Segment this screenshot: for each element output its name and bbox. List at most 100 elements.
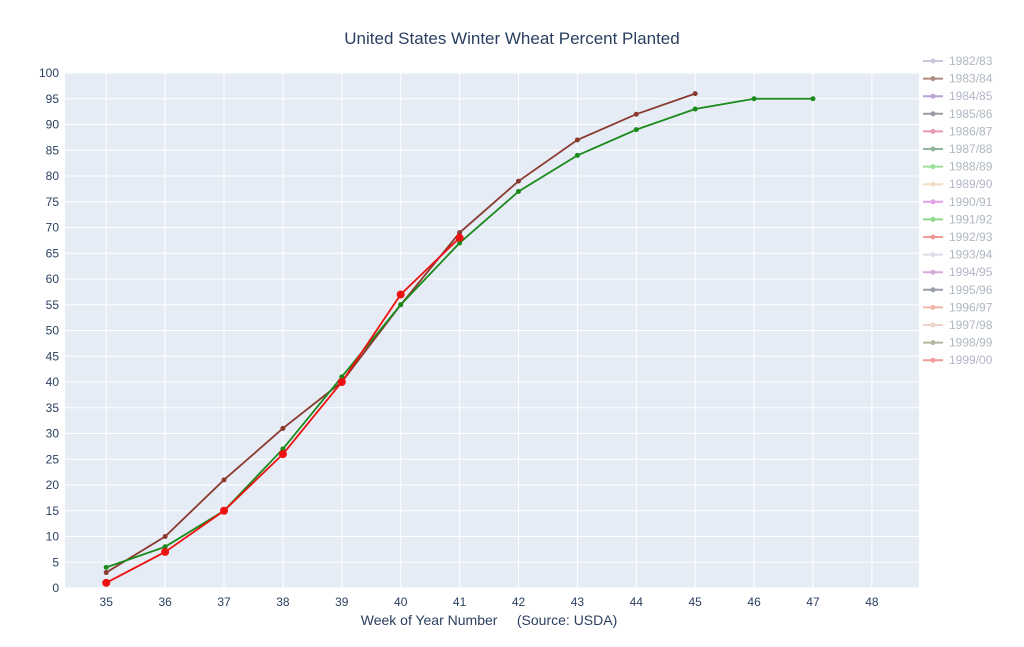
legend-item[interactable]: 1989/90 — [923, 177, 993, 191]
legend-label: 1999/00 — [949, 353, 993, 367]
legend-marker-icon — [930, 269, 936, 275]
legend-marker-icon — [930, 304, 936, 310]
x-tick-label: 47 — [806, 595, 820, 609]
legend-marker-icon — [930, 58, 936, 64]
data-point[interactable] — [396, 290, 405, 299]
y-tick-label: 100 — [39, 66, 59, 80]
legend-marker-icon — [930, 164, 936, 170]
data-point[interactable] — [633, 111, 639, 117]
legend-item[interactable]: 1991/92 — [923, 212, 993, 226]
legend-marker-icon — [930, 76, 936, 82]
legend-item[interactable]: 1985/86 — [923, 107, 993, 121]
legend-label: 1997/98 — [949, 318, 993, 332]
legend-marker-icon — [930, 128, 936, 134]
data-point[interactable] — [516, 188, 522, 194]
data-point[interactable] — [457, 230, 463, 236]
y-tick-label: 50 — [46, 324, 60, 338]
series-group — [102, 91, 816, 587]
data-point[interactable] — [337, 378, 346, 386]
data-point[interactable] — [398, 302, 404, 308]
chart-title: United States Winter Wheat Percent Plant… — [344, 29, 679, 48]
legend-item[interactable]: 1983/84 — [923, 72, 993, 86]
x-tick-label: 42 — [512, 595, 526, 609]
y-tick-label: 85 — [46, 143, 60, 157]
legend-marker-icon — [930, 181, 936, 187]
data-point[interactable] — [162, 544, 168, 550]
legend-label: 1991/92 — [949, 212, 993, 226]
legend-label: 1995/96 — [949, 283, 993, 297]
y-tick-label: 45 — [46, 349, 60, 363]
data-point[interactable] — [280, 446, 286, 452]
data-point[interactable] — [103, 570, 109, 576]
legend-marker-icon — [930, 340, 936, 346]
legend-item[interactable]: 1988/89 — [923, 160, 993, 174]
legend-marker-icon — [930, 234, 936, 240]
legend-marker-icon — [930, 111, 936, 117]
y-tick-label: 60 — [46, 272, 60, 286]
legend-item[interactable]: 1999/00 — [923, 353, 993, 367]
data-point[interactable] — [516, 178, 522, 184]
legend-label: 1989/90 — [949, 177, 993, 191]
y-tick-label: 90 — [46, 118, 60, 132]
data-point[interactable] — [102, 578, 111, 587]
y-tick-label: 10 — [46, 530, 60, 544]
legend-marker-icon — [930, 287, 936, 293]
data-point[interactable] — [455, 233, 464, 242]
data-point[interactable] — [339, 374, 345, 380]
data-point[interactable] — [692, 106, 698, 112]
legend-item[interactable]: 1984/85 — [923, 89, 993, 103]
legend-item[interactable]: 1994/95 — [923, 265, 993, 279]
legend-item[interactable]: 1998/99 — [923, 336, 993, 350]
x-axis-title: Week of Year Number (Source: USDA) — [361, 612, 618, 628]
data-point[interactable] — [280, 425, 286, 431]
legend-item[interactable]: 1982/83 — [923, 54, 993, 68]
y-tick-label: 65 — [46, 246, 60, 260]
legend-marker-icon — [930, 93, 936, 99]
legend-item[interactable]: 1990/91 — [923, 195, 993, 209]
legend-label: 1986/87 — [949, 124, 993, 138]
legend-item[interactable]: 1993/94 — [923, 248, 993, 262]
legend[interactable]: 1982/83 1983/84 1984/85 1985/86 1986/87 1987/… — [923, 54, 993, 367]
data-point[interactable] — [457, 240, 463, 246]
legend-item[interactable]: 1997/98 — [923, 318, 993, 332]
data-point[interactable] — [574, 152, 580, 158]
data-point[interactable] — [810, 96, 816, 102]
y-axis-ticks: 0 5 10 15 20 25 30 35 40 45 50 55 60 65 70 75 80 85 90 95 10… — [39, 66, 59, 595]
legend-marker-icon — [930, 199, 936, 205]
data-point[interactable] — [633, 127, 639, 133]
data-point[interactable] — [162, 534, 168, 539]
data-point[interactable] — [220, 506, 229, 515]
y-tick-label: 80 — [46, 169, 60, 183]
data-point[interactable] — [161, 547, 170, 556]
legend-item[interactable]: 1996/97 — [923, 300, 993, 314]
data-point[interactable] — [574, 137, 580, 143]
legend-label: 1992/93 — [949, 230, 993, 244]
data-point[interactable] — [751, 96, 757, 102]
data-point[interactable] — [103, 564, 109, 570]
legend-item[interactable]: 1992/93 — [923, 230, 993, 244]
data-point[interactable] — [278, 450, 287, 459]
y-tick-label: 55 — [46, 298, 60, 312]
legend-label: 1988/89 — [949, 160, 993, 174]
data-point[interactable] — [692, 91, 698, 97]
x-tick-label: 36 — [158, 595, 172, 609]
y-tick-label: 25 — [46, 452, 60, 466]
legend-label: 1984/85 — [949, 89, 993, 103]
x-axis-ticks: 35 36 37 38 39 40 41 42 43 44 45 46 47 48 — [100, 595, 879, 609]
x-tick-label: 45 — [689, 595, 703, 609]
y-tick-label: 0 — [52, 581, 59, 595]
x-tick-label: 48 — [865, 595, 879, 609]
legend-item[interactable]: 1995/96 — [923, 283, 993, 297]
legend-item[interactable]: 1986/87 — [923, 124, 993, 138]
legend-label: 1994/95 — [949, 265, 993, 279]
legend-marker-icon — [930, 322, 936, 328]
legend-label: 1996/97 — [949, 300, 993, 314]
y-tick-label: 35 — [46, 401, 60, 415]
y-tick-label: 40 — [46, 375, 60, 389]
legend-marker-icon — [930, 216, 936, 222]
legend-label: 1982/83 — [949, 54, 993, 68]
data-point[interactable] — [221, 477, 227, 483]
legend-item[interactable]: 1987/88 — [923, 142, 993, 156]
legend-marker-icon — [930, 252, 936, 258]
